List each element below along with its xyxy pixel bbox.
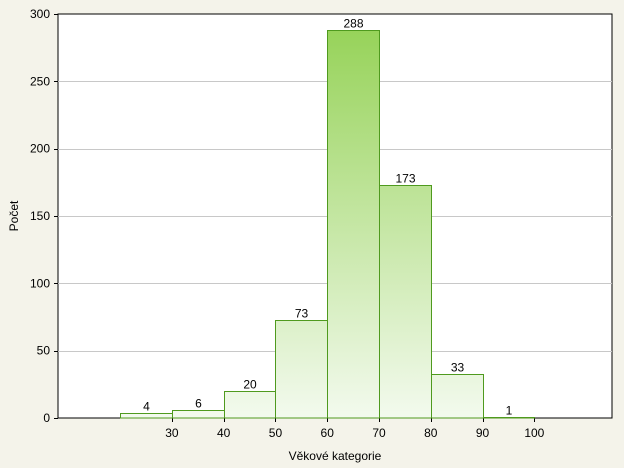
x-tick-label: 100 [524,426,544,440]
y-tick-label: 150 [30,209,50,223]
histogram-bar [327,30,380,419]
bar-labels: 4 6 20 73 288 173 33 1 [143,17,513,418]
bar-value-label: 4 [143,400,150,414]
y-tick-label: 250 [30,74,50,88]
bar-value-label: 6 [195,397,202,411]
x-tick-label: 30 [165,426,179,440]
x-tick-label: 60 [321,426,335,440]
bar-value-label: 1 [506,404,513,418]
y-tick-label: 300 [30,7,50,21]
histogram-bar [379,185,432,419]
x-tick-label: 40 [217,426,231,440]
histogram-bar [431,374,484,419]
y-tick-label: 0 [43,411,50,425]
bar-value-label: 288 [343,17,363,31]
histogram-bar [483,417,535,419]
histogram-bar [120,413,173,419]
bar-value-label: 173 [395,172,415,186]
histogram-bar [275,320,328,419]
histogram-bar [224,391,276,419]
y-tick-label: 100 [30,276,50,290]
x-tick-label: 70 [372,426,386,440]
x-tick-label: 90 [476,426,490,440]
y-tick-label: 50 [37,344,51,358]
y-tick-label: 200 [30,142,50,156]
histogram-bar [172,410,225,419]
x-tick-label: 80 [424,426,438,440]
bars [120,30,535,419]
y-tick-labels: 0 50 100 150 200 250 300 [30,7,50,425]
bar-value-label: 20 [243,378,257,392]
y-axis-title: Počet [7,200,21,231]
bar-value-label: 33 [451,361,465,375]
x-tick-labels: 30 40 50 60 70 80 90 100 [165,426,544,440]
x-tick-label: 50 [269,426,283,440]
bar-value-label: 73 [295,307,309,321]
x-axis-title: Věkové kategorie [289,449,382,463]
